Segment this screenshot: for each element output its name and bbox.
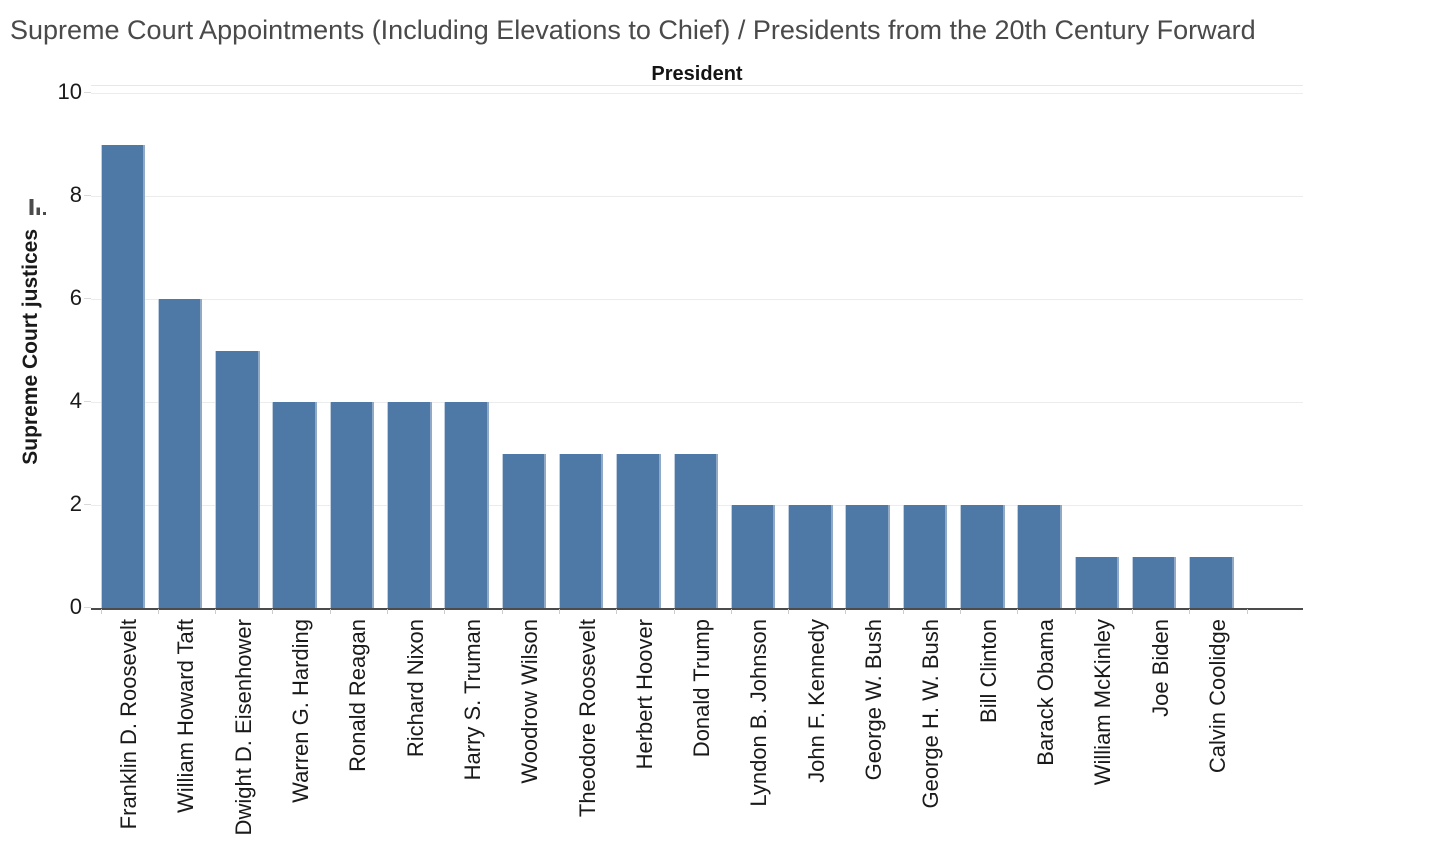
x-tick-mark: [1246, 609, 1248, 614]
x-category-label: Harry S. Truman: [459, 619, 485, 781]
x-tick-mark: [845, 609, 847, 614]
column-header-label: President: [651, 63, 743, 85]
bar[interactable]: [558, 453, 604, 608]
y-tick-mark: [84, 607, 91, 608]
x-category-label: Bill Clinton: [975, 619, 1001, 723]
x-category-label: John F. Kennedy: [803, 619, 829, 783]
x-category-label: Lyndon B. Johnson: [746, 619, 772, 807]
bar[interactable]: [157, 299, 203, 608]
y-tick-mark: [84, 298, 91, 299]
bar[interactable]: [673, 453, 718, 608]
x-category-label: Barack Obama: [1032, 619, 1058, 766]
y-tick-mark: [84, 504, 91, 505]
x-category-label: George W. Bush: [861, 619, 887, 781]
bar[interactable]: [329, 402, 375, 608]
x-category-label: William Howard Taft: [173, 619, 199, 813]
plot-area: [91, 85, 1303, 610]
x-category-label: Woodrow Wilson: [517, 619, 543, 784]
x-tick-mark: [272, 609, 274, 614]
bar[interactable]: [845, 505, 890, 608]
bar[interactable]: [215, 350, 260, 608]
x-tick-mark: [960, 609, 961, 614]
bar[interactable]: [1017, 505, 1062, 608]
x-category-label: Richard Nixon: [402, 619, 428, 758]
x-tick-mark: [100, 609, 102, 614]
x-tick-mark: [616, 609, 618, 614]
x-tick-mark: [157, 609, 159, 614]
x-tick-mark: [1074, 609, 1076, 614]
gridline: [91, 93, 1303, 94]
x-tick-mark: [673, 609, 675, 614]
x-tick-mark: [788, 609, 790, 614]
x-tick-mark: [1189, 609, 1191, 614]
gridline: [91, 299, 1303, 300]
bar[interactable]: [616, 453, 661, 608]
y-tick-label: 10: [57, 79, 82, 104]
sort-descending-icon[interactable]: [29, 198, 49, 216]
x-category-label: Franklin D. Roosevelt: [116, 619, 142, 830]
x-tick-mark: [215, 609, 217, 614]
x-category-label: Warren G. Harding: [288, 619, 314, 803]
x-tick-mark: [1017, 609, 1019, 614]
bar[interactable]: [730, 505, 776, 608]
x-category-label: Donald Trump: [689, 619, 715, 758]
bar[interactable]: [501, 453, 547, 608]
y-tick-mark: [84, 401, 91, 402]
bar[interactable]: [272, 402, 317, 608]
x-category-label: Ronald Reagan: [345, 619, 371, 772]
x-category-label: Herbert Hoover: [631, 619, 657, 770]
x-category-labels: Franklin D. Roosevelt William Howard Taft…: [91, 619, 1303, 849]
x-tick-mark: [329, 609, 331, 614]
bar[interactable]: [960, 505, 1005, 608]
y-tick-mark: [84, 92, 91, 93]
bar[interactable]: [387, 402, 432, 608]
y-tick-label: 8: [69, 182, 82, 207]
x-tick-mark: [501, 609, 503, 614]
bar[interactable]: [1074, 556, 1120, 608]
bar[interactable]: [100, 144, 145, 608]
y-tick-label: 0: [69, 594, 82, 619]
y-tick-label: 2: [69, 491, 82, 516]
gridline: [91, 196, 1303, 197]
y-tick-label: 6: [69, 285, 82, 310]
chart-title: Supreme Court Appointments (Including El…: [10, 15, 1256, 45]
x-tick-mark: [558, 609, 560, 614]
gridline: [91, 402, 1303, 403]
x-category-label: Theodore Roosevelt: [574, 619, 600, 818]
bar[interactable]: [444, 402, 489, 608]
bar[interactable]: [1189, 556, 1234, 608]
y-axis-title-group: Supreme Court justices: [12, 85, 50, 608]
bar[interactable]: [1131, 556, 1177, 608]
x-category-label: Dwight D. Eisenhower: [230, 619, 256, 836]
x-category-label: William McKinley: [1090, 619, 1116, 786]
bar[interactable]: [788, 505, 833, 608]
y-tick-label: 4: [69, 388, 82, 413]
x-tick-mark: [444, 609, 446, 614]
bar[interactable]: [902, 505, 948, 608]
x-tick-mark: [1131, 609, 1133, 614]
y-tick-mark: [84, 195, 91, 196]
x-category-label: Joe Biden: [1147, 619, 1173, 717]
x-category-label: George H. W. Bush: [918, 619, 944, 809]
x-tick-mark: [387, 609, 388, 614]
y-axis-title: Supreme Court justices: [19, 228, 42, 465]
x-category-label: Calvin Coolidge: [1204, 619, 1230, 774]
x-tick-mark: [902, 609, 904, 614]
x-tick-mark: [730, 609, 732, 614]
